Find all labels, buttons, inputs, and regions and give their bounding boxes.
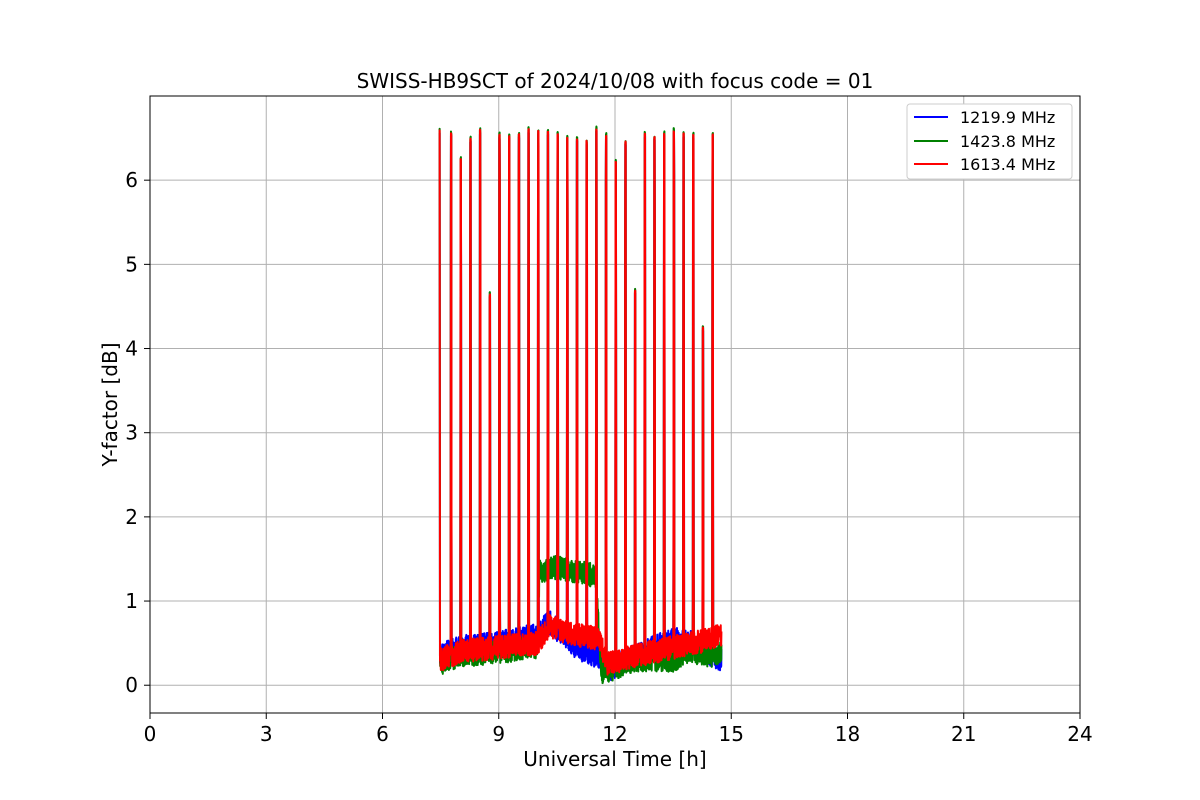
x-tick-label: 0 (144, 722, 157, 746)
chart-title: SWISS-HB9SCT of 2024/10/08 with focus co… (357, 69, 874, 93)
x-tick-label: 6 (376, 722, 389, 746)
x-tick-label: 15 (719, 722, 744, 746)
x-axis-label: Universal Time [h] (523, 747, 706, 771)
y-tick-label: 3 (125, 421, 138, 445)
legend-label-1219-9: 1219.9 MHz (960, 108, 1055, 127)
x-tick-label: 3 (260, 722, 273, 746)
x-tick-label: 12 (602, 722, 627, 746)
y-tick-label: 6 (125, 168, 138, 192)
series-line-1613-4-mhz (438, 128, 723, 676)
legend-label-1613-4: 1613.4 MHz (960, 155, 1055, 174)
legend: 1219.9 MHz 1423.8 MHz 1613.4 MHz (906, 103, 1073, 180)
legend-frame (906, 103, 1073, 180)
y-axis-label: Y-factor [dB] (98, 342, 122, 467)
y-tick-label: 2 (125, 505, 138, 529)
series-layer (438, 125, 723, 685)
y-tick-label: 4 (125, 337, 138, 361)
x-tick-label: 21 (951, 722, 976, 746)
x-tick-label: 24 (1067, 722, 1092, 746)
y-tick-label: 0 (125, 673, 138, 697)
x-tick-label: 18 (835, 722, 860, 746)
y-tick-label: 5 (125, 252, 138, 276)
legend-label-1423-8: 1423.8 MHz (960, 132, 1055, 151)
x-tick-label: 9 (492, 722, 505, 746)
y-tick-label: 1 (125, 589, 138, 613)
